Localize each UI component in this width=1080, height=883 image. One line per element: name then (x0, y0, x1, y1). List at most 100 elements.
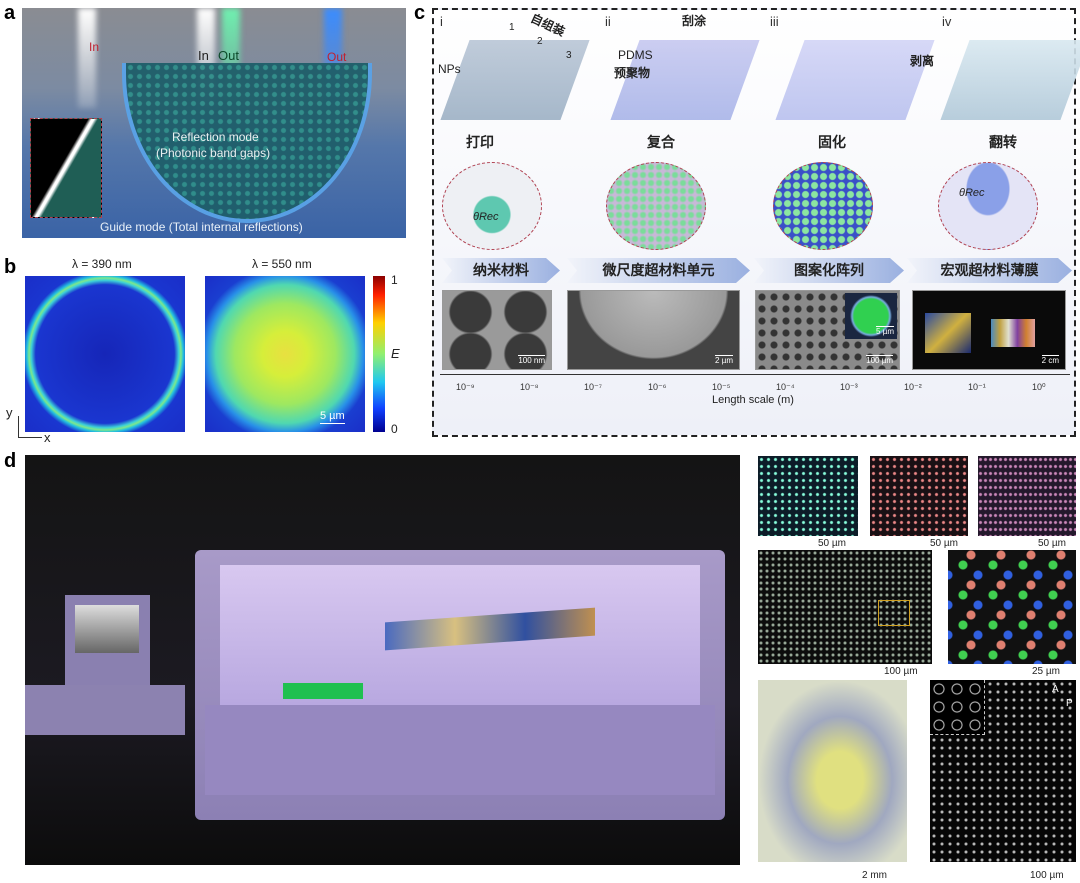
analyzer-label: A (1052, 684, 1059, 695)
scale-bar-2cm: 2 cm (1041, 355, 1059, 365)
micrograph-array-1 (758, 456, 858, 536)
axis-x-label: x (44, 430, 51, 445)
axis-tick-label: 10⁻¹ (968, 382, 986, 392)
pdms-label: PDMS (618, 48, 653, 62)
printing-machine-render (25, 455, 740, 865)
ray-trace-inset (30, 118, 102, 218)
micrograph-array: 5 µm 100 µm (755, 290, 900, 370)
axis-tick-label: 10⁻³ (840, 382, 858, 392)
peel-label: 剥离 (910, 54, 935, 68)
axis-tick-label: 10⁻⁴ (776, 382, 795, 392)
scale-bar-100um: 100 µm (866, 355, 893, 365)
colorbar-max: 1 (391, 273, 398, 287)
incident-beam-left (78, 8, 96, 108)
axis-tick-label: 10⁻⁹ (456, 382, 475, 392)
scale-label-7: 100 µm (1030, 870, 1064, 881)
colorbar-min: 0 (391, 422, 398, 436)
control-monitor (65, 595, 150, 685)
scale-banner-microunit: 微尺度超材料单元 (567, 258, 750, 283)
axis-tick-label: 10⁻⁵ (712, 382, 731, 392)
contact-angle-label-flipped: θRec (959, 187, 985, 199)
field-heatmap-550nm: 5 µm (205, 276, 365, 432)
colorbar (373, 276, 385, 432)
axis-tick-label: 10⁰ (1032, 382, 1046, 392)
scale-banner-nanomaterial: 纳米材料 (442, 258, 560, 283)
stage-numeral-iii: iii (770, 14, 779, 29)
starry-night-film (925, 313, 971, 353)
stage-numeral-i: i (440, 14, 443, 29)
scale-label-3: 50 µm (1038, 538, 1066, 549)
label-in-center: In (198, 48, 209, 63)
step-cure: 固化 (818, 134, 846, 150)
panel-a-illustration: In In Out Out Reflection mode (Photonic … (22, 8, 406, 238)
panel-label-b: b (4, 256, 17, 278)
x-axis-arrow (18, 437, 42, 438)
scale-bar-5um-inset: 5 µm (876, 326, 894, 336)
step-number-1: 1 (509, 22, 515, 33)
heatmap-title-550: λ = 550 nm (252, 257, 312, 271)
label-out-right: Out (327, 50, 347, 64)
micrograph-array-3 (978, 456, 1076, 536)
micrograph-array-2 (870, 456, 968, 536)
scale-bar-5um: 5 µm (320, 410, 345, 424)
micrograph-cat-detail: A P (930, 680, 1076, 862)
scale-label-1: 50 µm (818, 538, 846, 549)
axis-y-label: y (6, 405, 13, 420)
polarized-inset (930, 680, 985, 735)
panel-label-c: c (414, 2, 426, 24)
y-axis-arrow (18, 416, 19, 438)
sem-hemisphere: 2 µm (567, 290, 740, 370)
micrograph-large-array (758, 550, 932, 664)
zoom-circle-dome: θRec (442, 162, 542, 250)
scale-banner-macro-film: 宏观超材料薄膜 (907, 258, 1072, 283)
scale-banner-patterned-array: 图案化阵列 (754, 258, 904, 283)
machine-drawers (205, 705, 715, 795)
length-scale-axis (440, 374, 1070, 375)
scale-bar-100nm: 100 nm (518, 355, 545, 365)
field-heatmap-390nm (25, 276, 185, 432)
photo-macro-film: 2 cm (912, 290, 1066, 370)
scale-label-5: 25 µm (1032, 666, 1060, 677)
step-composite: 复合 (647, 134, 675, 150)
scale-bar-2um: 2 µm (715, 355, 733, 365)
scale-label-6: 2 mm (862, 870, 887, 881)
blade-coating-label: 刮涂 (682, 14, 707, 28)
panel-label-d: d (4, 450, 17, 472)
label-in-left: In (89, 40, 100, 54)
tem-nanoparticles: 100 nm (442, 290, 552, 370)
axis-tick-label: 10⁻⁷ (584, 382, 603, 392)
heatmap-title-390: λ = 390 nm (72, 257, 132, 271)
zoom-circle-cured-network (773, 162, 873, 250)
nps-label: NPs (438, 62, 461, 76)
reflection-mode-label: Reflection mode (172, 130, 259, 144)
panel-label-a: a (4, 2, 16, 24)
reflection-mode-sublabel: (Photonic band gaps) (156, 146, 271, 160)
length-scale-axis-label: Length scale (m) (712, 394, 794, 406)
glowing-prints (283, 683, 363, 699)
label-out-center: Out (218, 48, 239, 63)
zoom-circle-composite (606, 162, 706, 250)
micrograph-rgb-pixels (948, 550, 1076, 664)
step-flip: 翻转 (989, 134, 1017, 150)
colorbar-label: E (391, 346, 400, 361)
side-cabinet (25, 685, 185, 735)
step-print: 打印 (466, 134, 494, 150)
portrait-films (991, 319, 1035, 347)
monitor-screen (75, 605, 139, 653)
polarizer-label: P (1066, 698, 1073, 709)
axis-tick-label: 10⁻² (904, 382, 922, 392)
cat-image-print (758, 680, 907, 862)
scale-label-2: 50 µm (930, 538, 958, 549)
axis-tick-label: 10⁻⁸ (520, 382, 539, 392)
step-number-3: 3 (566, 50, 572, 61)
stage-numeral-ii: ii (605, 14, 611, 29)
step-number-2: 2 (537, 36, 543, 47)
axis-tick-label: 10⁻⁶ (648, 382, 667, 392)
guide-mode-label: Guide mode (Total internal reflections) (100, 220, 303, 234)
prepolymer-label: 预聚物 (614, 66, 651, 80)
zoom-region-box (878, 600, 910, 626)
fluorescence-inset: 5 µm (845, 293, 897, 339)
contact-angle-label: θRec (473, 211, 499, 223)
scale-label-4: 100 µm (884, 666, 918, 677)
zoom-circle-flipped: θRec (938, 162, 1038, 250)
